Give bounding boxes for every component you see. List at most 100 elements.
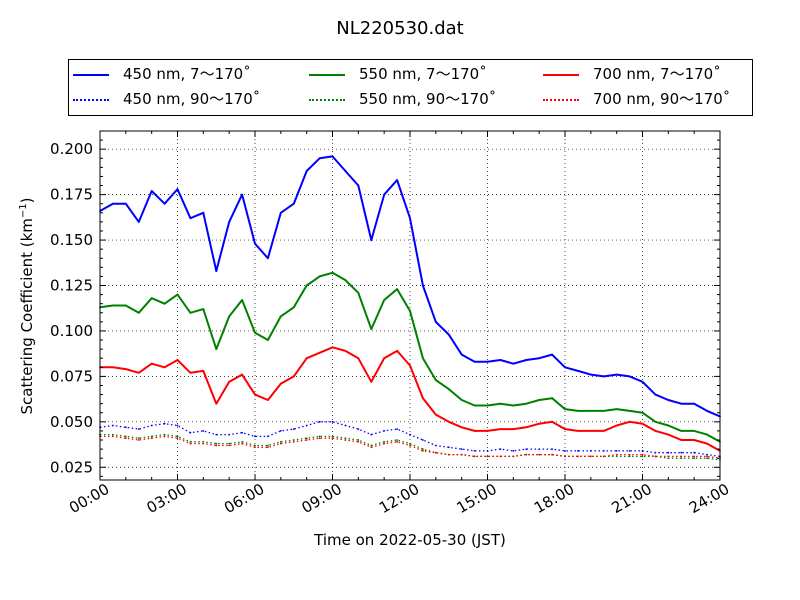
- data-point: [150, 437, 153, 440]
- x-tick-label: 06:00: [221, 480, 267, 517]
- data-point: [228, 433, 231, 436]
- data-point: [706, 410, 708, 412]
- y-tick-label: 0.175: [50, 186, 93, 204]
- data-point: [667, 451, 670, 454]
- data-point: [279, 382, 282, 385]
- data-point: [228, 444, 231, 447]
- data-point: [615, 453, 618, 456]
- data-point: [305, 170, 308, 172]
- legend-swatch-450-wide: [73, 74, 109, 76]
- data-point: [499, 359, 502, 361]
- y-tick-label: 0.025: [50, 458, 93, 476]
- data-point: [486, 450, 489, 452]
- data-point: [112, 433, 114, 436]
- data-point: [499, 428, 502, 430]
- data-point: [680, 457, 683, 460]
- data-point: [589, 373, 592, 376]
- data-point: [176, 424, 179, 427]
- data-point: [383, 442, 386, 445]
- data-point: [331, 346, 334, 349]
- x-tick-label: 03:00: [143, 480, 189, 517]
- x-tick-label: 12:00: [376, 480, 422, 517]
- data-point: [486, 430, 489, 432]
- data-point: [615, 408, 618, 410]
- data-point: [267, 257, 269, 260]
- data-point: [279, 315, 282, 318]
- data-point: [422, 439, 424, 441]
- data-point: [551, 420, 553, 423]
- data-point: [641, 455, 644, 458]
- data-point: [512, 450, 515, 452]
- data-point: [628, 455, 631, 458]
- data-point: [228, 442, 231, 445]
- data-point: [396, 179, 398, 182]
- data-point: [112, 435, 114, 438]
- data-point: [241, 431, 244, 434]
- data-point: [215, 442, 218, 445]
- data-point: [589, 450, 592, 452]
- data-point: [693, 439, 696, 441]
- data-point: [641, 453, 644, 456]
- data-point: [228, 221, 231, 223]
- data-point: [434, 413, 437, 416]
- data-point: [254, 393, 256, 396]
- data-point: [589, 430, 592, 432]
- data-point: [589, 410, 592, 412]
- x-tick-label: 00:00: [66, 480, 112, 517]
- data-point: [112, 424, 114, 427]
- data-point: [654, 393, 657, 396]
- data-point: [331, 420, 334, 423]
- data-point: [422, 397, 424, 400]
- data-point: [202, 440, 205, 443]
- x-tick-label: 18:00: [531, 480, 577, 517]
- data-point: [512, 404, 515, 407]
- data-point: [564, 455, 566, 458]
- data-point: [331, 437, 334, 440]
- data-point: [370, 446, 373, 449]
- data-point: [370, 328, 373, 330]
- data-point: [396, 428, 398, 430]
- data-point: [409, 310, 411, 312]
- y-tick-labels: 0.025 0.050 0.075 0.100 0.125 0.150 0.175 0.200: [50, 140, 93, 476]
- data-point: [473, 455, 476, 458]
- data-point: [267, 399, 269, 401]
- series-line-2: [99, 271, 721, 443]
- data-point: [305, 424, 308, 427]
- data-point: [654, 430, 657, 432]
- data-point: [318, 420, 321, 423]
- data-point: [667, 424, 670, 427]
- data-point: [628, 375, 631, 378]
- data-point: [137, 371, 140, 374]
- data-point: [279, 430, 282, 432]
- data-point: [202, 308, 205, 310]
- data-point: [396, 350, 398, 352]
- data-point: [305, 439, 308, 441]
- data-point: [409, 444, 411, 447]
- legend-swatch-550-wide: [309, 74, 345, 76]
- data-point: [525, 402, 528, 405]
- data-point: [473, 360, 476, 363]
- data-point: [434, 451, 437, 454]
- data-point: [163, 435, 166, 438]
- data-point: [357, 357, 360, 360]
- data-point: [254, 444, 256, 447]
- data-point: [241, 193, 244, 196]
- data-point: [254, 435, 256, 438]
- y-tick-label: 0.125: [50, 277, 93, 295]
- data-point: [512, 455, 515, 458]
- data-point: [602, 450, 605, 452]
- data-point: [279, 211, 282, 214]
- data-point: [447, 420, 450, 423]
- data-point: [693, 455, 696, 458]
- legend-swatch-700-back: [543, 99, 579, 101]
- x-tick-label: 09:00: [298, 480, 344, 517]
- data-point: [318, 157, 321, 160]
- data-point: [434, 321, 437, 323]
- data-point: [422, 448, 424, 450]
- data-point: [422, 284, 424, 287]
- data-point: [706, 433, 708, 436]
- data-point: [370, 444, 373, 447]
- data-point: [202, 211, 205, 214]
- data-point: [292, 439, 295, 441]
